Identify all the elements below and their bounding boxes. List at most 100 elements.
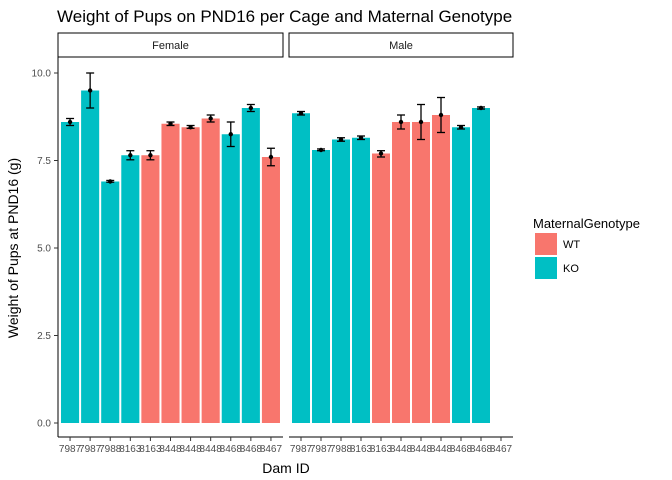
x-tick-label: 8448 [410, 444, 433, 455]
bar-male-7988 [332, 139, 350, 423]
mean-point [358, 135, 364, 140]
mean-point [458, 125, 464, 130]
x-axis-title: Dam ID [262, 460, 309, 476]
mean-point [398, 119, 404, 125]
bar-male-8468 [472, 108, 490, 423]
y-tick-label: 0.0 [37, 419, 51, 430]
mean-point [418, 119, 424, 125]
legend-title: MaternalGenotype [533, 216, 640, 231]
error-bar [226, 121, 235, 148]
mean-point [438, 112, 444, 118]
mean-point [378, 151, 384, 156]
x-tick-label: 8448 [200, 444, 223, 455]
error-bar [377, 150, 385, 158]
y-tick-label: 10.0 [32, 69, 52, 80]
chart-title: Weight of Pups on PND16 per Cage and Mat… [57, 7, 512, 26]
error-bar [417, 103, 425, 141]
x-tick-label: 8163 [350, 444, 373, 455]
mean-point [108, 179, 113, 184]
facet-strip-label: Female [152, 40, 189, 52]
bar-male-8448 [392, 122, 410, 423]
error-bar [186, 124, 195, 130]
bar-female-8467 [261, 157, 280, 423]
bar-female-7988 [101, 181, 120, 423]
bar-male-7987 [312, 150, 330, 423]
error-bar [206, 114, 215, 123]
mean-point [168, 121, 173, 126]
y-tick-label: 5.0 [37, 244, 51, 255]
x-tick-label: 8468 [240, 444, 263, 455]
panel-female: Female7987798779888163816384488448844884… [57, 32, 284, 455]
error-bar [457, 124, 465, 130]
x-tick-label: 8468 [470, 444, 493, 455]
x-tick-label: 8448 [390, 444, 413, 455]
bar-male-7987 [292, 113, 310, 423]
error-bar [317, 147, 325, 153]
mean-point [248, 105, 254, 111]
mean-point [338, 137, 344, 142]
legend: MaternalGenotype WT KO [533, 216, 640, 279]
mean-point [148, 153, 153, 158]
bar-female-8448 [181, 127, 200, 423]
error-bar [337, 137, 345, 142]
error-bar [126, 150, 135, 161]
facet-strip [288, 32, 514, 58]
x-tick-label: 7987 [290, 444, 313, 455]
y-tick-label: 2.5 [37, 331, 51, 342]
mean-point [318, 147, 324, 153]
y-tick-label: 7.5 [37, 156, 51, 167]
mean-point [208, 116, 213, 121]
x-tick-label: 8163 [370, 444, 393, 455]
bar-female-8448 [161, 123, 180, 423]
mean-point [228, 132, 233, 137]
mean-point [87, 88, 93, 93]
bar-female-8468 [241, 108, 260, 423]
legend-items: WT KO [535, 233, 580, 279]
facet-strip [57, 32, 284, 58]
panels-group: Female7987798779888163816384488448844884… [57, 32, 514, 455]
error-bar [166, 121, 175, 127]
x-tick-label: 8163 [119, 444, 142, 455]
bar-male-8448 [432, 115, 450, 423]
x-tick-label: 8468 [450, 444, 473, 455]
x-tick-label: 8448 [159, 444, 182, 455]
x-tick-label: 8468 [220, 444, 243, 455]
mean-point [268, 154, 274, 160]
bar-male-8448 [412, 122, 430, 423]
x-tick-label: 8467 [490, 444, 513, 455]
error-bar [357, 135, 365, 141]
panel-male: Male798779877988816381638448844884488468… [288, 32, 514, 455]
bar-female-8468 [221, 134, 240, 423]
mean-point [128, 153, 133, 158]
mean-point [298, 111, 304, 116]
legend-label: WT [563, 239, 580, 251]
mean-point [478, 105, 484, 111]
x-tick-label: 8448 [179, 444, 202, 455]
bar-female-7987 [61, 122, 80, 423]
x-tick-label: 8448 [430, 444, 453, 455]
facet-strip-label: Male [389, 40, 413, 52]
bar-female-7987 [81, 90, 100, 423]
mean-point [67, 119, 73, 125]
x-tick-label: 7988 [330, 444, 353, 455]
legend-item-ko: KO [535, 257, 579, 279]
x-tick-label: 8467 [260, 444, 283, 455]
bar-female-8163 [121, 155, 140, 423]
legend-swatch [535, 233, 557, 255]
error-bar [106, 179, 115, 184]
bar-male-8163 [372, 153, 390, 423]
legend-label: KO [563, 263, 579, 275]
x-tick-label: 7987 [59, 444, 82, 455]
bar-female-8448 [201, 118, 220, 423]
error-bar [397, 114, 405, 130]
error-bar [246, 103, 255, 113]
bar-female-8163 [141, 155, 160, 423]
error-bar [297, 110, 305, 116]
error-bar [477, 105, 485, 111]
x-tick-label: 8163 [139, 444, 162, 455]
y-axis-title: Weight of Pups at PND16 (g) [5, 158, 21, 338]
legend-swatch [535, 257, 557, 279]
legend-item-wt: WT [535, 233, 580, 255]
x-tick-label: 7987 [310, 444, 333, 455]
